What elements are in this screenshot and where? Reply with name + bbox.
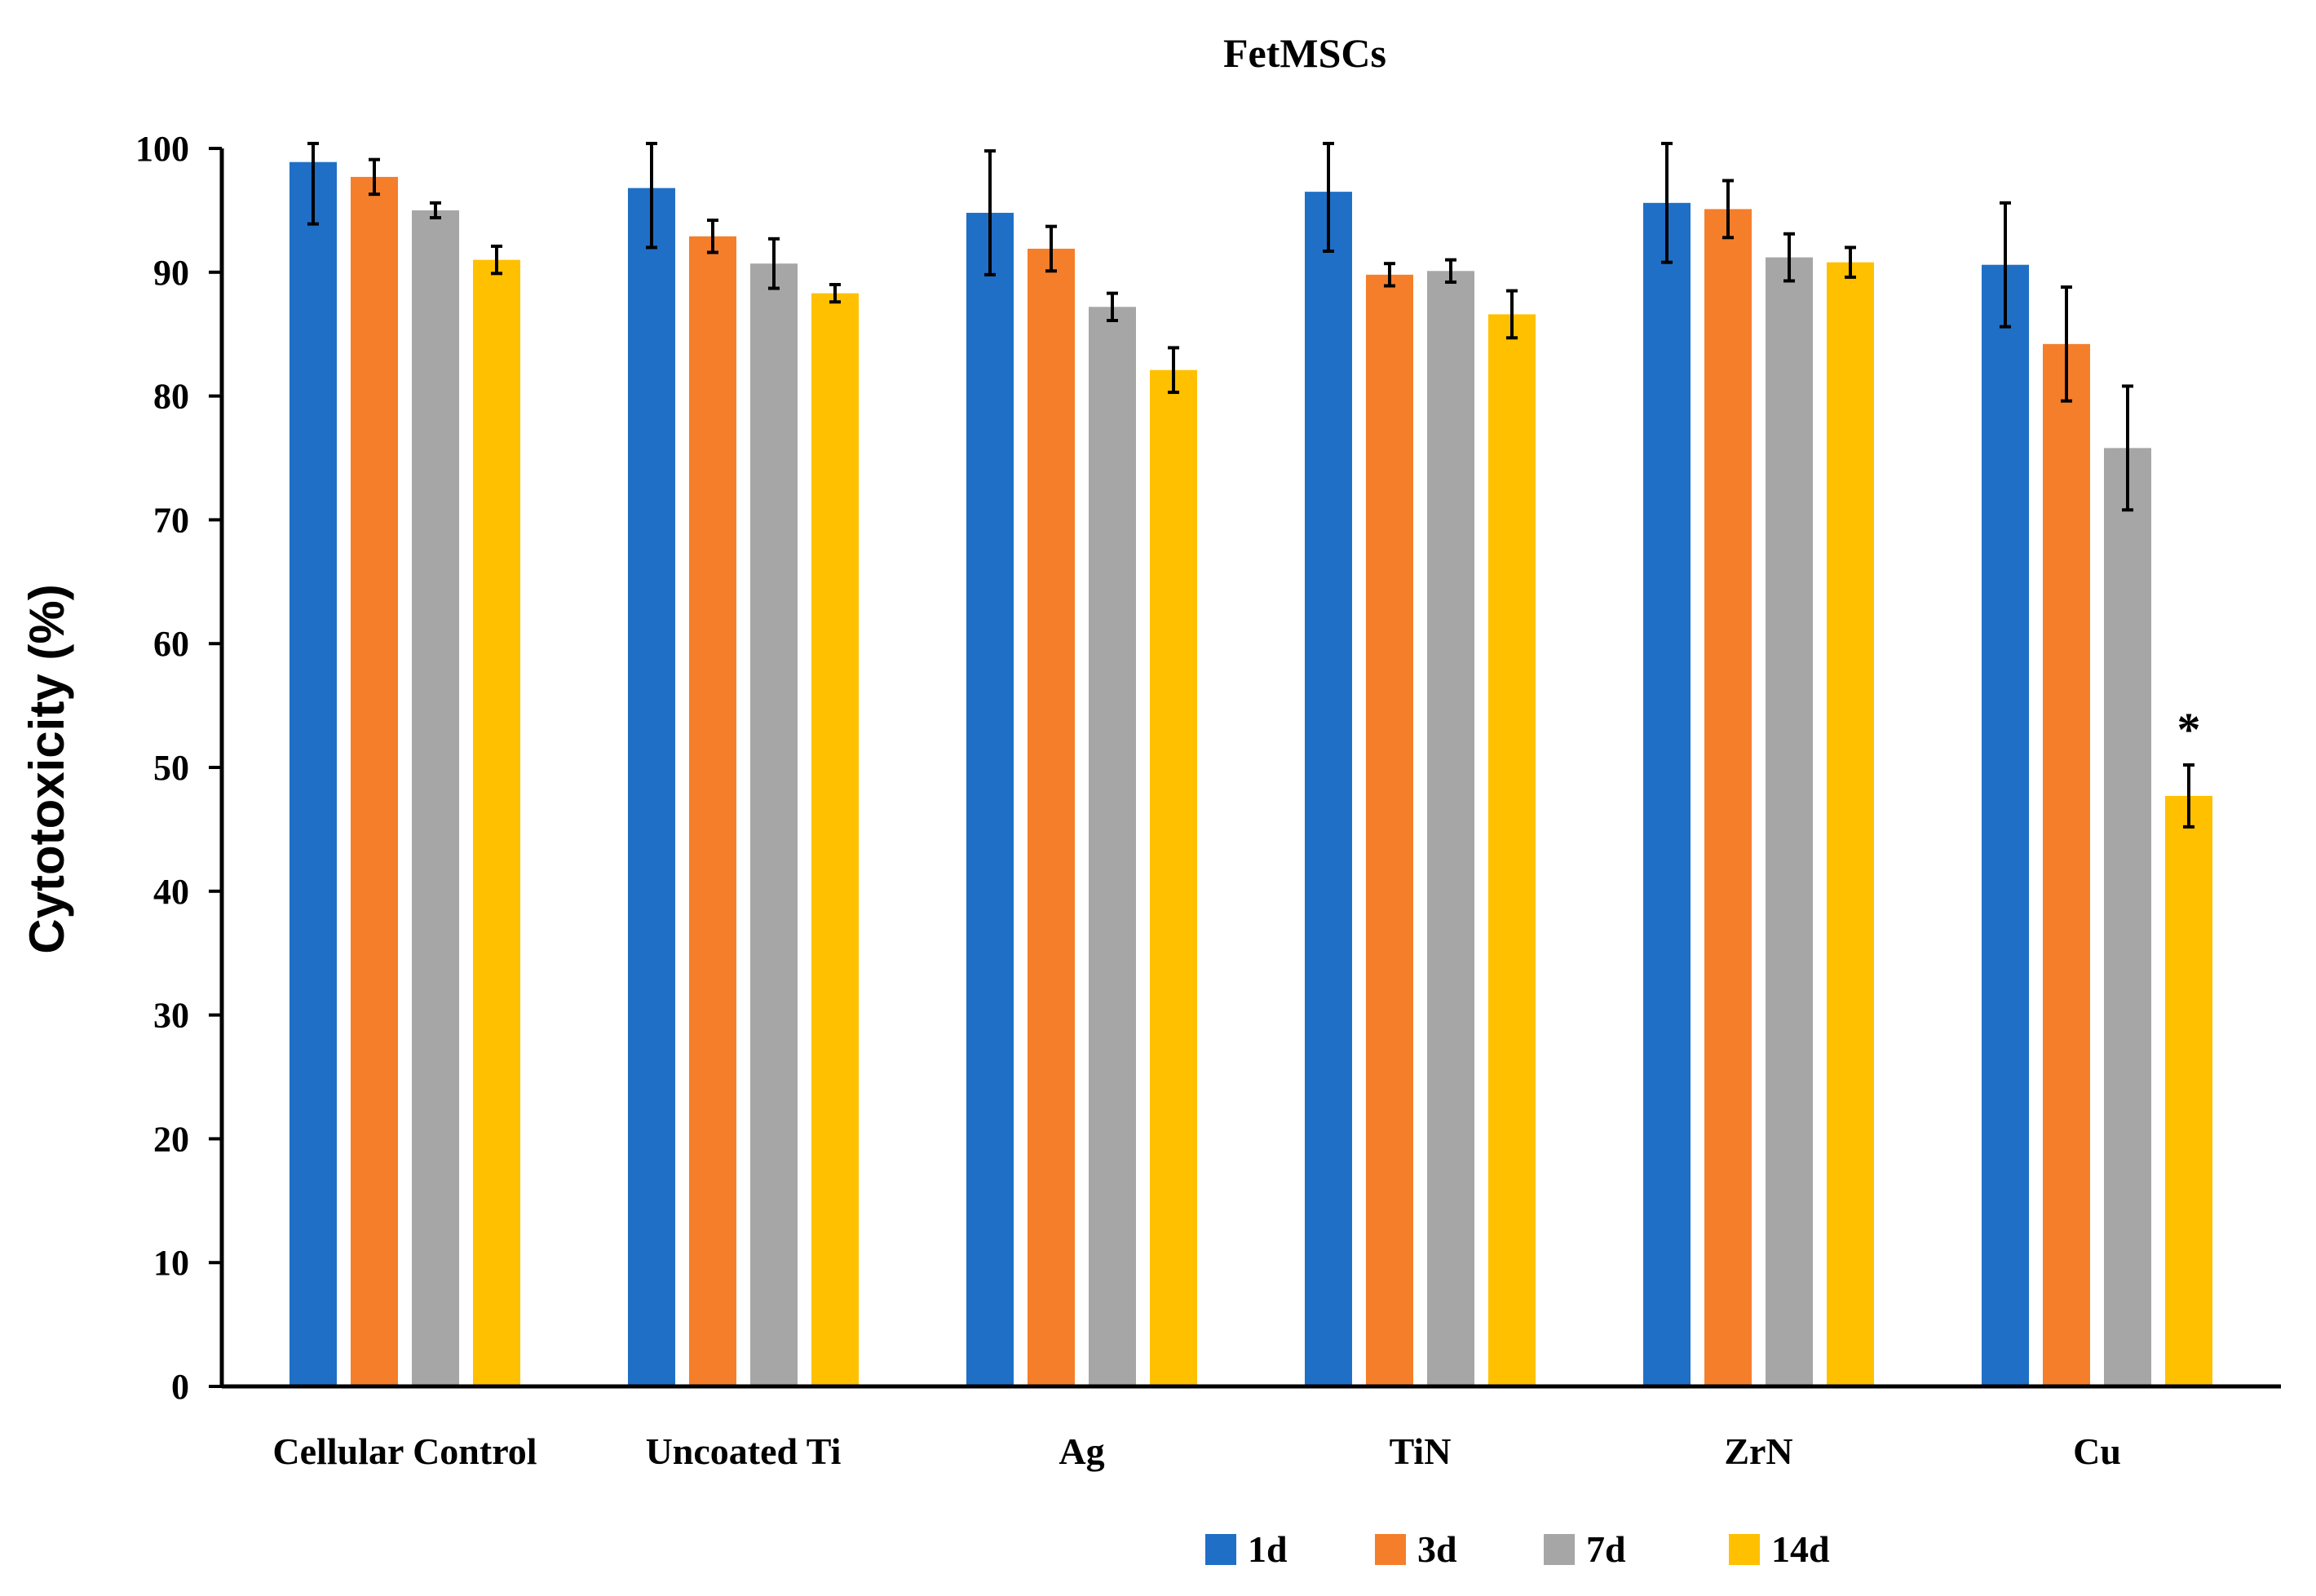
significance-marker: * (2177, 703, 2201, 756)
bar-uncoated-ti-1d (628, 188, 675, 1386)
bar-tin-1d (1305, 192, 1352, 1386)
error-bar-zrn-14d (1845, 245, 1856, 279)
legend-swatch (1729, 1534, 1760, 1565)
bar-tin-7d (1427, 271, 1474, 1387)
y-axis-ticks: 0 10 20 30 40 50 60 70 80 90 100 (135, 129, 222, 1407)
legend-swatch (1205, 1534, 1236, 1565)
legend: 1d 3d 7d 14d (1205, 1528, 1830, 1570)
y-tick-label: 60 (153, 624, 189, 664)
error-bar-ag-7d (1107, 291, 1118, 323)
y-tick-label: 30 (153, 996, 189, 1036)
legend-item-14d: 14d (1729, 1528, 1830, 1570)
error-bar-cellular-control-1d (307, 141, 319, 226)
bar-cu-1d (1982, 264, 2029, 1386)
x-tick-label-cellular-control: Cellular Control (272, 1430, 537, 1472)
x-tick-label-cu: Cu (2073, 1430, 2121, 1472)
error-bar-uncoated-ti-3d (707, 219, 718, 254)
error-bar-uncoated-ti-14d (829, 282, 841, 304)
bar-cellular-control-14d (473, 259, 520, 1386)
legend-label: 14d (1771, 1528, 1830, 1570)
bar-tin-14d (1488, 314, 1536, 1386)
error-bar-cu-7d (2122, 384, 2133, 512)
error-bar-ag-1d (984, 149, 996, 276)
bar-ag-7d (1089, 307, 1136, 1387)
error-bar-uncoated-ti-1d (646, 141, 657, 250)
x-tick-label-tin: TiN (1390, 1430, 1452, 1472)
x-tick-label-zrn: ZrN (1724, 1430, 1792, 1472)
x-axis-ticks: Cellular Control Uncoated Ti Ag TiN ZrN Cu (272, 1430, 2120, 1472)
error-bar-zrn-7d (1783, 232, 1795, 283)
error-bar-cellular-control-7d (430, 201, 441, 220)
bar-zrn-14d (1827, 262, 1874, 1386)
bar-uncoated-ti-3d (689, 236, 736, 1386)
y-tick-label: 90 (153, 253, 189, 293)
bar-zrn-1d (1643, 202, 1691, 1387)
y-tick-label: 20 (153, 1119, 189, 1159)
legend-label: 3d (1417, 1528, 1457, 1570)
bar-zrn-7d (1766, 257, 1813, 1387)
error-bar-ag-3d (1045, 224, 1057, 273)
x-tick-label-uncoated-ti: Uncoated Ti (646, 1430, 842, 1472)
y-tick-label: 100 (135, 129, 189, 169)
bar-cellular-control-7d (412, 210, 459, 1386)
y-tick-label: 0 (171, 1367, 189, 1407)
bar-cu-7d (2104, 448, 2151, 1387)
y-tick-label: 70 (153, 500, 189, 540)
bar-zrn-3d (1704, 209, 1752, 1387)
error-bar-tin-1d (1323, 141, 1334, 253)
legend-label: 7d (1586, 1528, 1626, 1570)
y-tick-label: 10 (153, 1243, 189, 1283)
error-bar-tin-14d (1506, 289, 1518, 340)
error-bars (307, 141, 2194, 829)
bar-uncoated-ti-14d (811, 293, 859, 1387)
bar-ag-1d (966, 212, 1014, 1386)
legend-label: 1d (1248, 1528, 1288, 1570)
error-bar-ag-14d (1168, 346, 1179, 395)
error-bar-zrn-3d (1722, 179, 1734, 240)
error-bar-cu-1d (2000, 201, 2011, 329)
chart-title: FetMSCs (1223, 30, 1386, 76)
legend-item-7d: 7d (1544, 1528, 1626, 1570)
error-bar-cu-3d (2061, 285, 2072, 403)
bar-cu-14d (2165, 795, 2212, 1386)
bar-cu-3d (2043, 343, 2090, 1386)
legend-swatch (1544, 1534, 1575, 1565)
error-bar-tin-7d (1445, 258, 1456, 284)
y-tick-label: 40 (153, 872, 189, 912)
error-bar-uncoated-ti-7d (768, 237, 780, 290)
y-axis-label: Cytotoxicity (%) (20, 584, 74, 953)
error-bar-cu-14d (2183, 763, 2194, 829)
error-bar-cellular-control-3d (369, 157, 380, 197)
y-tick-label: 80 (153, 377, 189, 417)
error-bar-cellular-control-14d (491, 244, 502, 276)
bars (290, 161, 2212, 1387)
bar-tin-3d (1366, 274, 1413, 1387)
bar-ag-3d (1028, 248, 1075, 1386)
bar-cellular-control-3d (351, 176, 398, 1386)
y-tick-label: 50 (153, 748, 189, 788)
bar-uncoated-ti-7d (750, 263, 798, 1386)
legend-item-3d: 3d (1375, 1528, 1457, 1570)
annotations: * (2177, 703, 2201, 756)
legend-item-1d: 1d (1205, 1528, 1288, 1570)
x-tick-label-ag: Ag (1059, 1430, 1104, 1472)
error-bar-zrn-1d (1661, 141, 1673, 264)
bar-cellular-control-1d (290, 161, 337, 1386)
error-bar-tin-3d (1384, 262, 1395, 288)
legend-swatch (1375, 1534, 1406, 1565)
bar-ag-14d (1150, 369, 1197, 1387)
